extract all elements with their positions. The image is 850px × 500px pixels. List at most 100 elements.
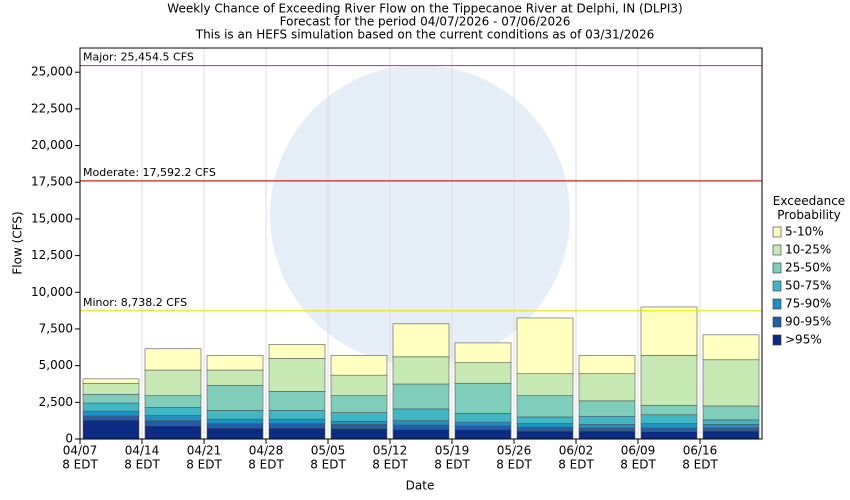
- legend-label: 5-10%: [785, 225, 824, 239]
- bar-segment: [640, 431, 698, 440]
- bar-segment: [330, 428, 388, 440]
- x-tick-suffix: 8 EDT: [620, 458, 656, 472]
- x-tick-suffix: 8 EDT: [434, 458, 470, 472]
- bar-segment: [82, 415, 140, 421]
- bar-segment: [640, 414, 698, 424]
- bar-segment: [82, 402, 140, 412]
- x-tick-label: 05/26: [497, 444, 532, 458]
- bar-segment: [578, 373, 636, 402]
- bar-segment: [702, 424, 760, 429]
- bar-segment: [392, 424, 450, 430]
- x-tick-suffix: 8 EDT: [682, 458, 718, 472]
- bar-segment: [268, 391, 326, 411]
- bar-segment: [330, 355, 388, 376]
- bar-segment: [516, 373, 574, 397]
- bar-segment: [454, 362, 512, 384]
- bar-segment: [206, 355, 264, 371]
- x-tick-label: 06/09: [621, 444, 656, 458]
- watermark: [270, 65, 570, 365]
- x-tick-suffix: 8 EDT: [310, 458, 346, 472]
- x-tick-label: 05/19: [435, 444, 470, 458]
- bar-segment: [578, 355, 636, 375]
- x-tick-label: 05/12: [373, 444, 408, 458]
- x-tick-suffix: 8 EDT: [186, 458, 222, 472]
- bar-segment: [516, 395, 574, 418]
- bar-segment: [640, 423, 698, 429]
- bar-segment: [578, 430, 636, 440]
- bar-segment: [206, 369, 264, 386]
- bar-segment: [578, 415, 636, 425]
- bar-segment: [144, 348, 202, 371]
- bar-segment: [516, 416, 574, 424]
- bar-segment: [330, 424, 388, 430]
- x-tick-label: 06/02: [559, 444, 594, 458]
- bar-segment: [330, 412, 388, 422]
- bar-segment: [82, 382, 140, 395]
- legend-swatch: [772, 262, 782, 274]
- legend-label: 90-95%: [785, 315, 831, 329]
- y-tick-label: 17,500: [31, 175, 73, 189]
- x-tick-suffix: 8 EDT: [372, 458, 408, 472]
- chart-subtitle: Forecast for the period 04/07/2026 - 07/…: [280, 15, 571, 29]
- x-tick-suffix: 8 EDT: [62, 458, 98, 472]
- x-tick-label: 04/07: [63, 444, 98, 458]
- legend-swatch: [772, 298, 782, 310]
- legend-label: 75-90%: [785, 297, 831, 311]
- y-axis-label: Flow (CFS): [11, 211, 25, 274]
- bar-segment: [82, 419, 140, 440]
- bar-segment: [702, 359, 760, 407]
- legend-swatch: [772, 316, 782, 328]
- bar-segment: [516, 317, 574, 375]
- bar-segment: [578, 427, 636, 432]
- x-tick-label: 04/14: [125, 444, 160, 458]
- bar-segment: [454, 429, 512, 440]
- bar-segment: [392, 383, 450, 410]
- bar-segment: [144, 407, 202, 416]
- bar-segment: [392, 323, 450, 358]
- legend-swatch: [772, 280, 782, 292]
- y-tick-label: 2,500: [39, 395, 73, 409]
- bar-segment: [268, 410, 326, 420]
- bar-segment: [268, 344, 326, 359]
- bar-segment: [702, 430, 760, 440]
- y-tick-label: 22,500: [31, 101, 73, 115]
- bar-segment: [144, 369, 202, 397]
- bar-segment: [268, 427, 326, 440]
- x-tick-label: 04/28: [249, 444, 284, 458]
- bar-segment: [702, 427, 760, 432]
- bar-segment: [206, 427, 264, 440]
- bar-segment: [330, 421, 388, 425]
- bar-segment: [454, 421, 512, 427]
- x-tick-label: 05/05: [311, 444, 346, 458]
- bar-segment: [454, 425, 512, 430]
- legend-title: Exceedance Probability: [773, 194, 845, 222]
- legend-label: 25-50%: [785, 261, 831, 275]
- x-tick-label: 04/21: [187, 444, 222, 458]
- x-tick-suffix: 8 EDT: [558, 458, 594, 472]
- chart-title: Weekly Chance of Exceeding River Flow on…: [167, 2, 682, 16]
- y-tick-label: 25,000: [31, 65, 73, 79]
- x-tick-suffix: 8 EDT: [124, 458, 160, 472]
- bar-segment: [330, 395, 388, 413]
- bar-segment: [82, 393, 140, 404]
- y-tick-label: 12,500: [31, 248, 73, 262]
- bar-segment: [640, 355, 698, 406]
- bar-segment: [330, 374, 388, 397]
- legend-label: >95%: [785, 333, 822, 347]
- bar-segment: [268, 358, 326, 392]
- bar-segment: [702, 334, 760, 361]
- legend-label: 10-25%: [785, 243, 831, 257]
- bar-segment: [516, 430, 574, 440]
- bar-segment: [82, 378, 140, 384]
- bar-segment: [516, 426, 574, 432]
- threshold-label: Moderate: 17,592.2 CFS: [83, 166, 216, 179]
- bar-segment: [454, 382, 512, 414]
- bar-segment: [578, 400, 636, 417]
- bar-segment: [268, 418, 326, 424]
- legend-label: 50-75%: [785, 279, 831, 293]
- bar-segment: [144, 420, 202, 427]
- x-tick-label: 06/16: [683, 444, 718, 458]
- bar-segment: [516, 423, 574, 428]
- bar-segment: [206, 423, 264, 429]
